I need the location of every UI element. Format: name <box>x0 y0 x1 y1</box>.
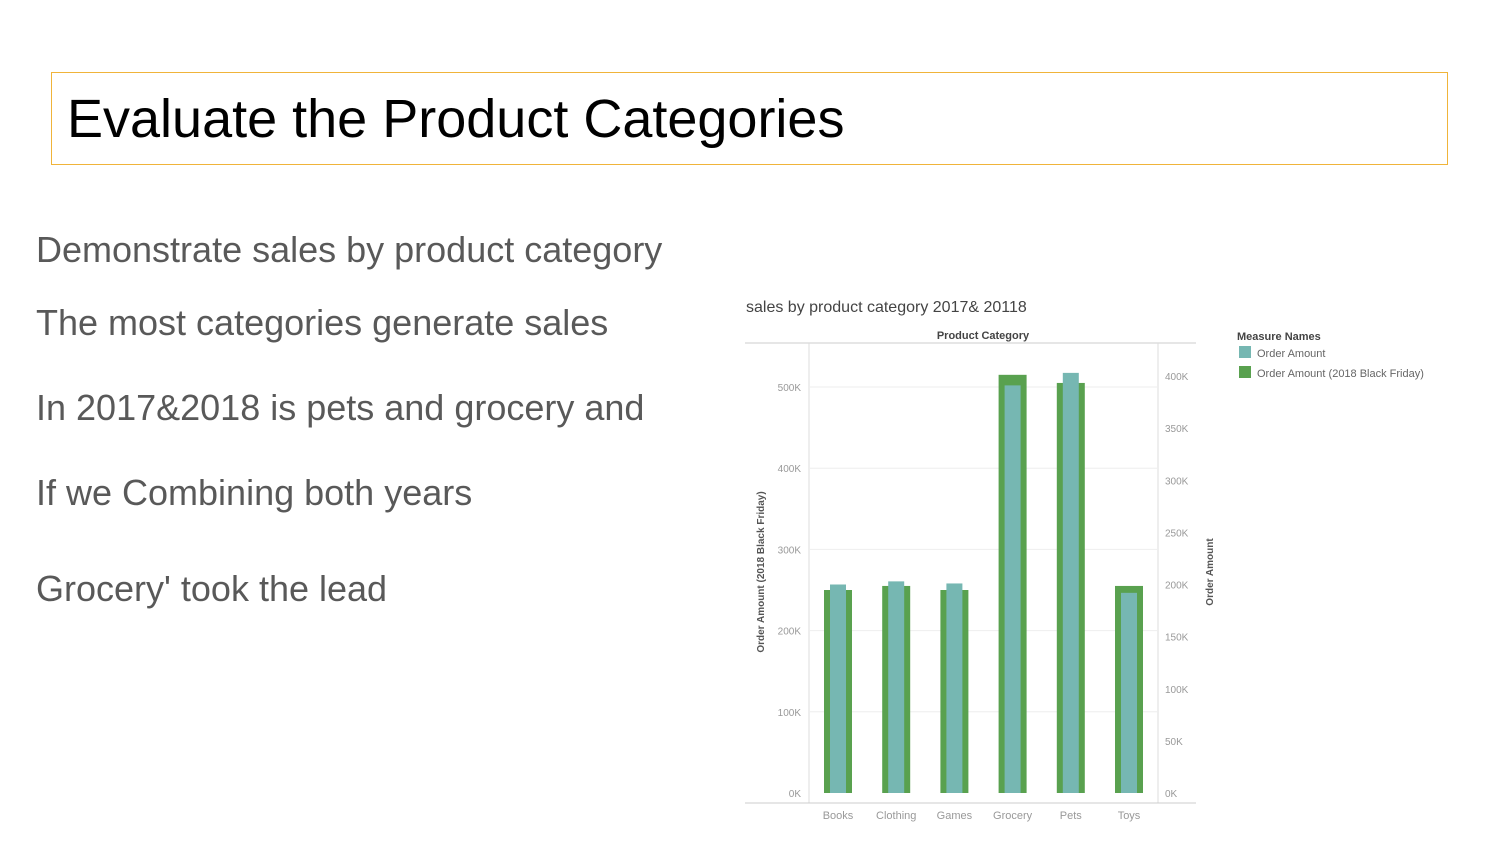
right-tick-label: 400K <box>1165 372 1189 383</box>
title-box: Evaluate the Product Categories <box>51 72 1448 165</box>
bullet-4: If we Combining both years <box>36 472 473 513</box>
bullet-5: Grocery' took the lead <box>36 568 388 609</box>
right-tick-label: 100K <box>1165 685 1189 696</box>
bar-order-amount-grocery <box>1004 385 1021 793</box>
bar-order-amount-toys <box>1121 592 1137 793</box>
bar-order-amount-clothing <box>888 581 905 793</box>
left-axis-ticks: 500K 400K 300K 200K 100K 0K <box>778 383 802 800</box>
legend-swatch-order-amount <box>1239 346 1251 358</box>
right-tick-label: 0K <box>1165 789 1178 800</box>
left-axis-label: Order Amount (2018 Black Friday) <box>756 491 767 652</box>
right-tick-label: 300K <box>1165 476 1189 487</box>
legend: Measure Names Order Amount Order Amount … <box>1237 331 1424 380</box>
legend-item-black-friday: Order Amount (2018 Black Friday) <box>1257 368 1424 380</box>
bullet-2: The most categories generate sales <box>36 302 609 343</box>
bullet-1: Demonstrate sales by product category <box>36 229 663 270</box>
column-header: Product Category <box>937 330 1030 342</box>
right-tick-label: 200K <box>1165 581 1189 592</box>
left-tick-label: 500K <box>778 383 802 394</box>
left-tick-label: 200K <box>778 627 802 638</box>
bullet-3: In 2017&2018 is pets and grocery and <box>36 387 645 428</box>
right-tick-label: 250K <box>1165 528 1189 539</box>
category-label-clothing: Clothing <box>876 810 916 822</box>
right-axis-ticks: 400K 350K 300K 250K 200K 150K 100K 50K 0K <box>1165 372 1189 800</box>
right-axis-label: Order Amount <box>1205 538 1216 606</box>
left-tick-label: 100K <box>778 708 802 719</box>
category-label-pets: Pets <box>1060 810 1083 822</box>
left-tick-label: 0K <box>789 789 802 800</box>
right-tick-label: 150K <box>1165 633 1189 644</box>
right-tick-label: 50K <box>1165 737 1183 748</box>
legend-item-order-amount: Order Amount <box>1257 348 1325 360</box>
bar-order-amount-games <box>946 583 963 793</box>
left-tick-label: 300K <box>778 545 802 556</box>
right-tick-label: 350K <box>1165 424 1189 435</box>
bar-order-amount-books <box>830 584 846 793</box>
category-label-grocery: Grocery <box>993 810 1033 822</box>
legend-swatch-black-friday <box>1239 366 1251 378</box>
slide-title: Evaluate the Product Categories <box>67 89 845 149</box>
category-label-books: Books <box>823 810 854 822</box>
left-tick-label: 400K <box>778 464 802 475</box>
bar-order-amount-pets <box>1062 372 1079 793</box>
category-label-toys: Toys <box>1118 810 1141 822</box>
grid-lines <box>809 386 1158 713</box>
category-label-games: Games <box>937 810 973 822</box>
bars <box>824 372 1143 793</box>
category-labels: Books Clothing Games Grocery Pets Toys <box>823 810 1141 822</box>
chart-title: sales by product category 2017& 20118 <box>746 299 1027 316</box>
legend-title: Measure Names <box>1237 331 1321 343</box>
